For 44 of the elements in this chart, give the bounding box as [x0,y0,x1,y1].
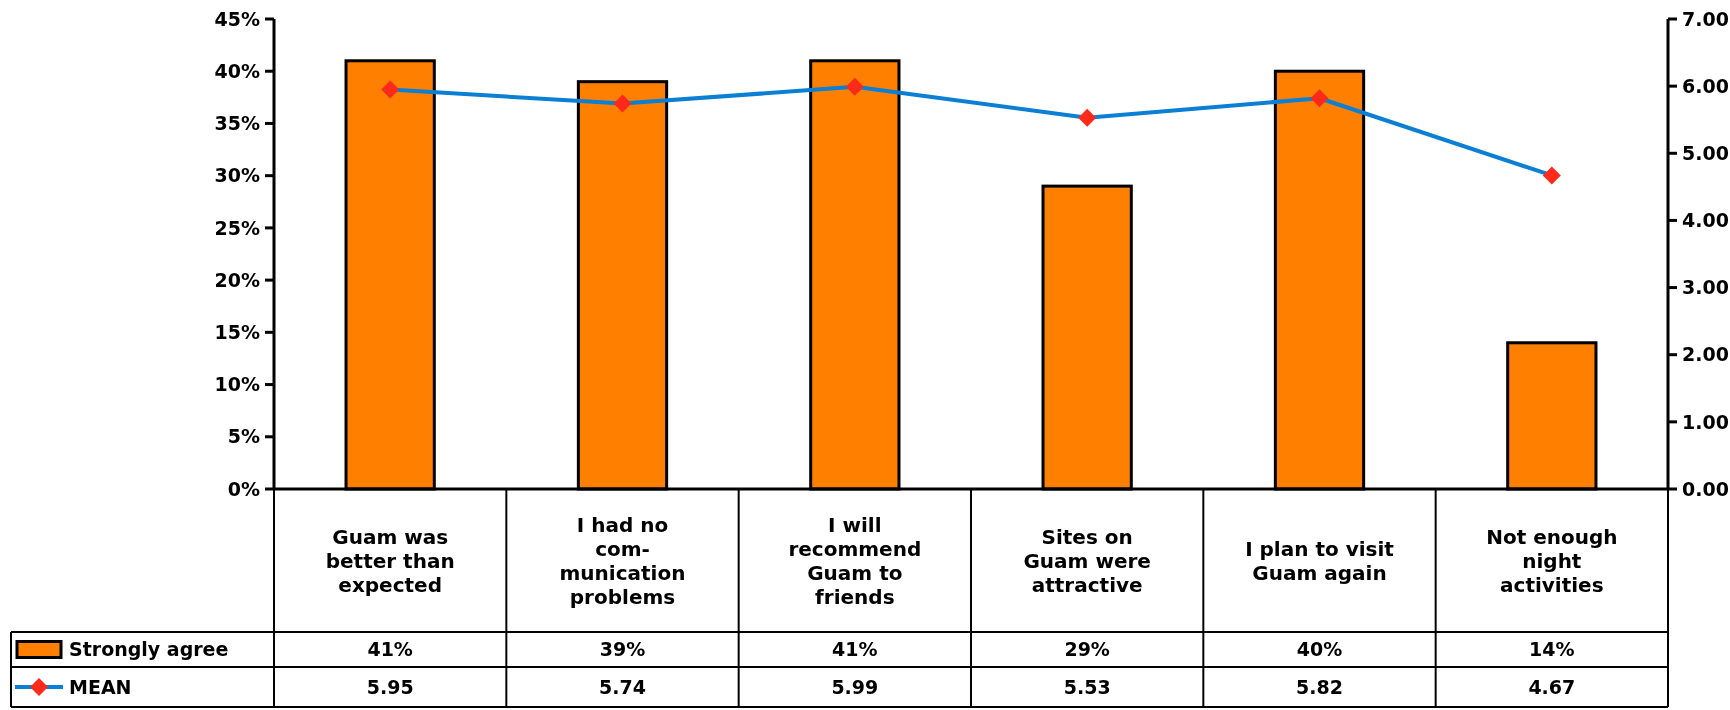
point [613,94,632,113]
y2-tick-label: 7.00 [1682,7,1729,30]
data-label: 5.74 [599,675,646,698]
y2-tick-label: 1.00 [1682,410,1729,433]
legend-label: Strongly agree [69,638,229,661]
y-tick-label: 10% [214,373,260,396]
data-label: 41% [832,638,878,661]
data-label: 4.67 [1528,675,1576,698]
x-tick-label: I will recommend Guam to friends [788,512,922,609]
legend-label: MEAN [69,675,132,698]
data-label: 14% [1529,638,1575,661]
y-tick-label: 15% [214,320,260,343]
y-tick-label: 40% [214,59,260,82]
y-tick-label: 45% [214,7,260,30]
point [1310,89,1329,108]
y-tick-label: 25% [214,216,260,239]
point [1542,166,1561,185]
point [1078,108,1097,127]
x-tick-label: Sites on Guam were attractive [1023,524,1151,597]
x-tick-label: I had no com- munication problems [559,512,686,609]
y2-tick-label: 4.00 [1682,209,1729,232]
y2-tick-label: 6.00 [1682,74,1729,97]
y2-tick-label: 5.00 [1682,141,1729,164]
data-label: 5.99 [831,675,879,698]
point [381,80,400,99]
y-tick-label: 20% [214,268,260,291]
y2-tick-label: 3.00 [1682,276,1729,299]
data-label: 40% [1296,638,1343,661]
y-tick-label: 35% [214,112,260,135]
data-label: 5.53 [1063,675,1111,698]
point [845,77,864,96]
data-label: 5.95 [366,675,414,698]
y-tick-label: 0% [227,477,260,500]
data-label: 5.82 [1296,675,1343,698]
y-tick-label: 5% [227,425,260,448]
data-label: 29% [1064,638,1110,661]
y-tick-label: 30% [214,164,260,187]
x-tick-label: I plan to visit Guam again [1245,536,1395,585]
data-label: 41% [367,638,413,661]
x-tick-label: Not enough night activities [1486,524,1618,597]
y2-tick-label: 2.00 [1682,343,1729,366]
data-label: 39% [599,638,646,661]
x-tick-label: Guam was better than expected [325,524,455,597]
y2-tick-label: 0.00 [1682,477,1729,500]
